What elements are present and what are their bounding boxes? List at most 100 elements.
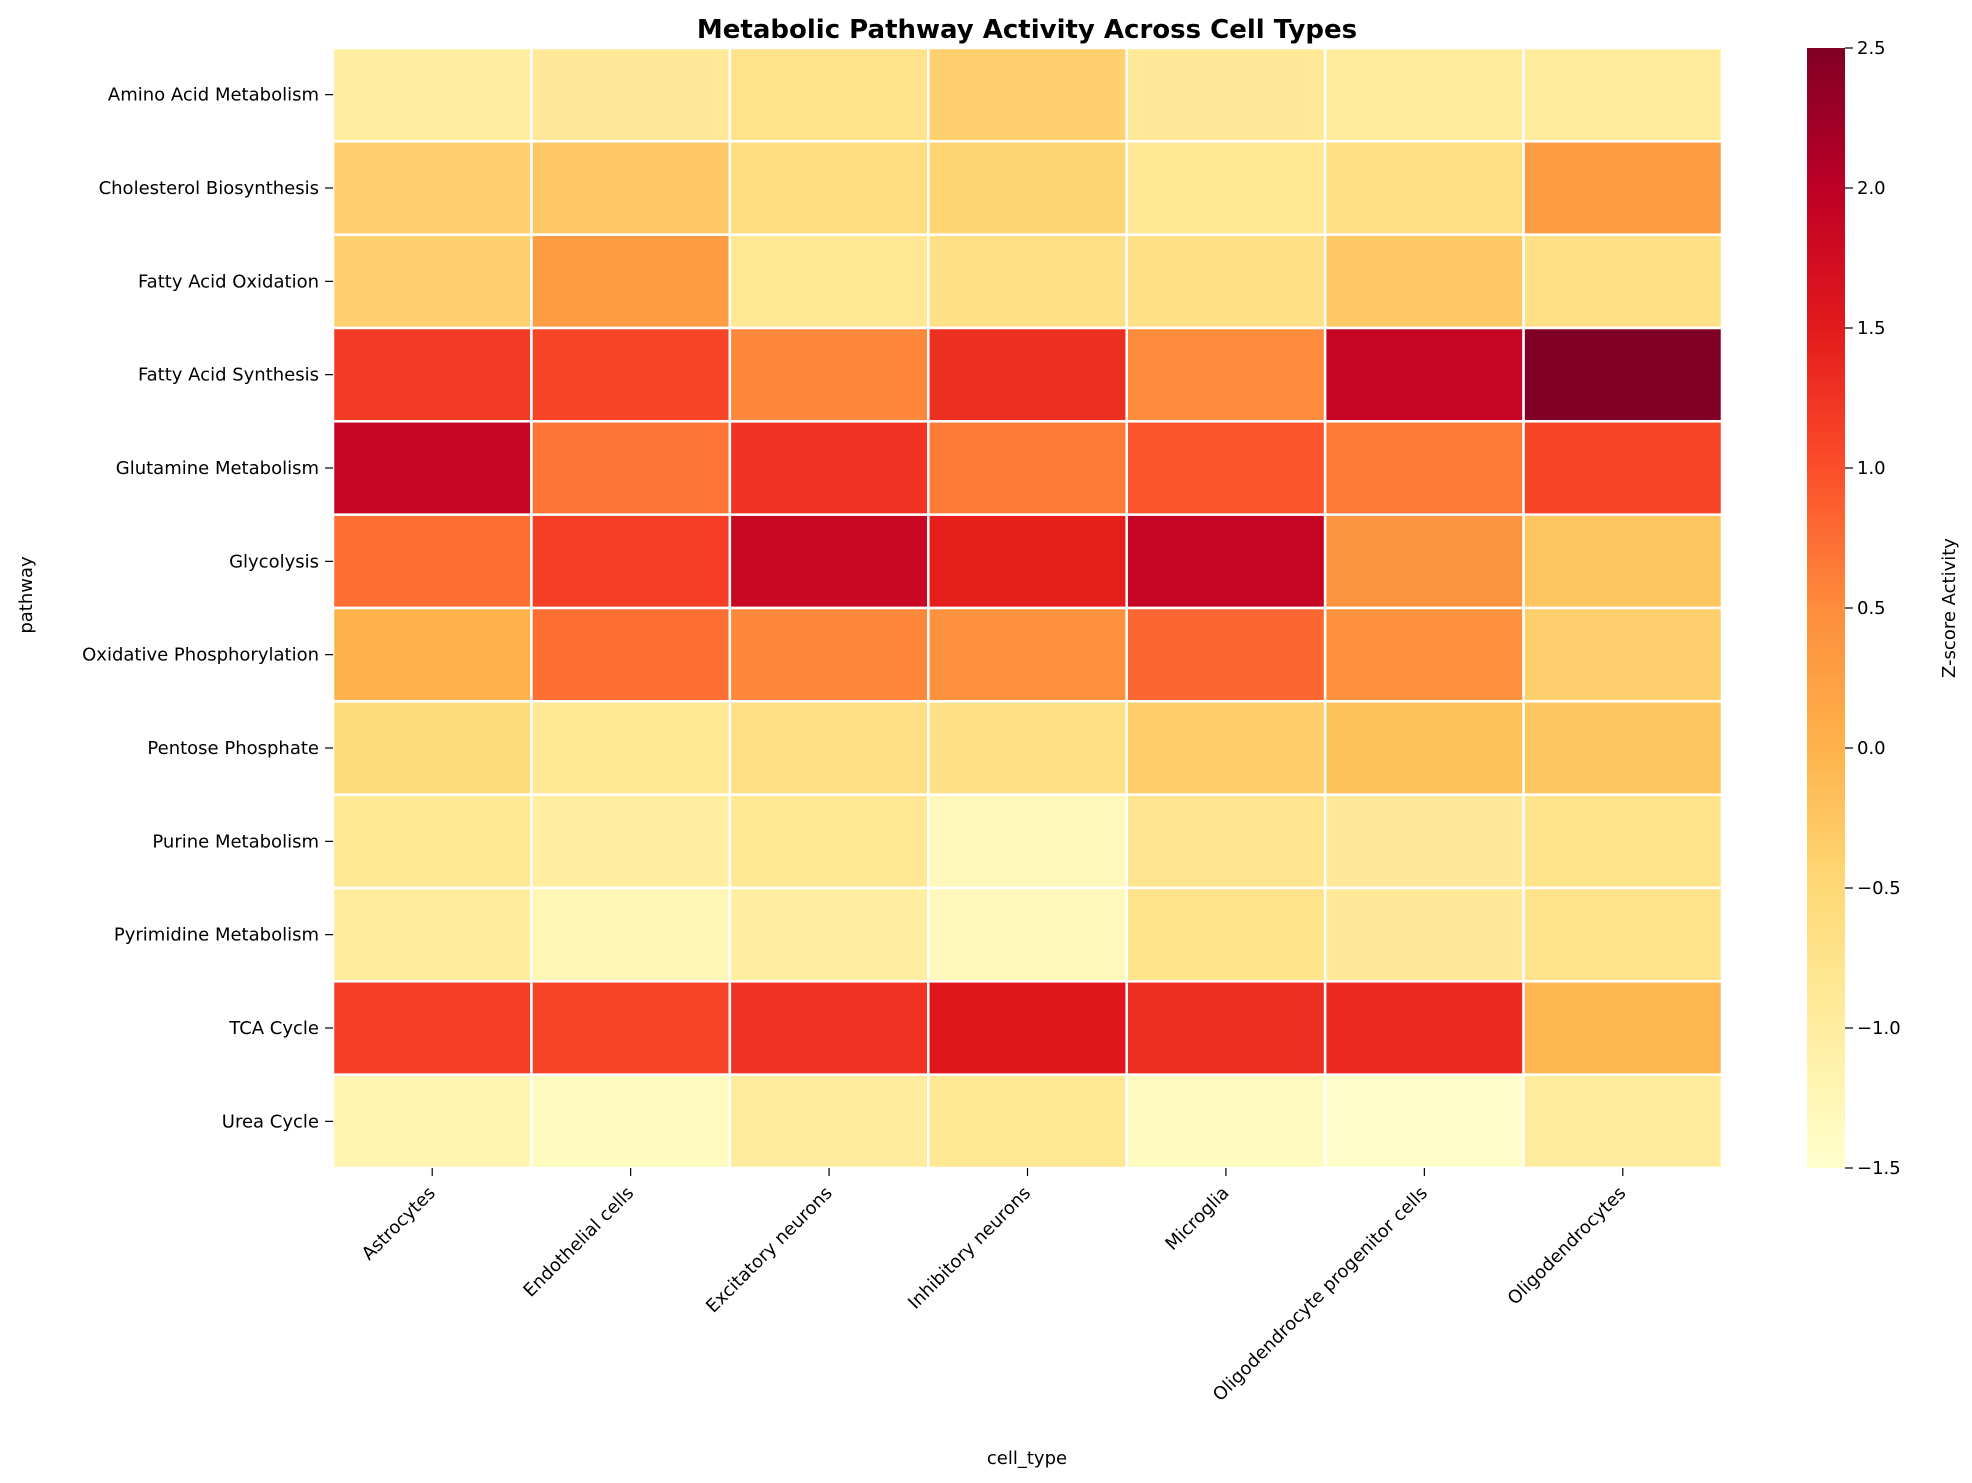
y-tick-labels: Amino Acid Metabolism Cholesterol Biosynt… — [82, 85, 333, 1132]
heatmap-cell — [1125, 606, 1327, 703]
heatmap-cell — [1522, 326, 1724, 423]
heatmap-cell — [530, 793, 732, 890]
heatmap-cell — [728, 980, 930, 1076]
heatmap-cell — [1125, 140, 1327, 236]
y-tick-label: Glycolysis — [229, 551, 319, 572]
heatmap-cell — [728, 513, 930, 610]
x-tick-label: Oligodendrocytes — [1504, 1183, 1631, 1310]
x-tick-label: Excitatory neurons — [702, 1183, 837, 1318]
heatmap-cell — [1522, 606, 1724, 703]
heatmap-cell — [927, 793, 1128, 890]
heatmap-cell — [728, 140, 930, 236]
heatmap-cell — [331, 886, 533, 983]
chart-title: Metabolic Pathway Activity Across Cell T… — [697, 15, 1357, 45]
heatmap-cell — [728, 886, 930, 983]
heatmap-cell — [530, 700, 732, 796]
x-tick-label: Microglia — [1161, 1183, 1233, 1255]
heatmap-cell — [530, 513, 732, 610]
heatmap-cell — [331, 326, 533, 423]
heatmap-cell — [530, 980, 732, 1076]
heatmap-cell — [331, 140, 533, 236]
y-axis-label: pathway — [16, 556, 37, 634]
heatmap-cell — [728, 326, 930, 423]
heatmap-cell — [728, 420, 930, 516]
heatmap-cell — [331, 980, 533, 1076]
x-tick-label: Oligodendrocyte progenitor cells — [1209, 1183, 1432, 1406]
heatmap-cell — [331, 46, 533, 143]
colorbar-ticks: −1.5 −1.0 −0.5 0.0 0.5 1.0 1.5 2.0 2.5 — [1845, 38, 1901, 1179]
heatmap-cell — [530, 140, 732, 236]
y-tick-label: Fatty Acid Oxidation — [138, 271, 319, 292]
heatmap-cell — [927, 46, 1128, 143]
colorbar-tick-label: 1.5 — [1857, 318, 1886, 339]
heatmap-cell — [927, 326, 1128, 423]
heatmap-cell — [927, 886, 1128, 983]
heatmap-cell — [1323, 700, 1525, 796]
heatmap-cell — [1522, 1073, 1724, 1170]
heatmap-cell — [331, 700, 533, 796]
heatmap-cell — [1125, 46, 1327, 143]
heatmap-cell — [1522, 140, 1724, 236]
heatmap-cell — [927, 140, 1128, 236]
heatmap-cell — [1323, 980, 1525, 1076]
y-tick-label: Urea Cycle — [222, 1111, 319, 1132]
heatmap-cell — [1522, 46, 1724, 143]
y-tick-label: TCA Cycle — [228, 1018, 319, 1039]
heatmap-cell — [1522, 233, 1724, 330]
y-tick-label: Purine Metabolism — [152, 831, 319, 852]
y-tick-label: Amino Acid Metabolism — [108, 85, 319, 106]
heatmap-cell — [1125, 793, 1327, 890]
heatmap-cell — [1522, 700, 1724, 796]
heatmap-cell — [1125, 420, 1327, 516]
heatmap-cell — [1125, 980, 1327, 1076]
colorbar-tick-label: 2.0 — [1857, 178, 1886, 199]
heatmap-cell — [1125, 233, 1327, 330]
y-tick-label: Glutamine Metabolism — [116, 458, 319, 479]
y-tick-label: Oxidative Phosphorylation — [82, 645, 319, 666]
colorbar-tick-label: −0.5 — [1857, 878, 1901, 899]
heatmap-cell — [1125, 700, 1327, 796]
heatmap-cell — [331, 1073, 533, 1170]
heatmap-cell — [1125, 513, 1327, 610]
heatmap-cell — [927, 1073, 1128, 1170]
colorbar-tick-label: 0.0 — [1857, 738, 1886, 759]
x-axis-label: cell_type — [987, 1448, 1067, 1469]
heatmap-cell — [331, 793, 533, 890]
heatmap-cell — [331, 233, 533, 330]
heatmap-cell — [530, 420, 732, 516]
heatmap-cell — [728, 700, 930, 796]
heatmap-cell — [927, 233, 1128, 330]
colorbar-tick-label: −1.0 — [1857, 1018, 1901, 1039]
y-tick-label: Pyrimidine Metabolism — [114, 925, 319, 946]
heatmap-cell — [1125, 326, 1327, 423]
heatmap-cell — [530, 606, 732, 703]
y-tick-label: Fatty Acid Synthesis — [138, 365, 319, 386]
heatmap-cell — [728, 606, 930, 703]
colorbar-tick-label: 0.5 — [1857, 598, 1886, 619]
y-tick-label: Cholesterol Biosynthesis — [99, 178, 319, 199]
heatmap-cell — [331, 513, 533, 610]
heatmap-cell — [927, 700, 1128, 796]
x-tick-label: Inhibitory neurons — [904, 1183, 1035, 1314]
heatmap-cell — [927, 980, 1128, 1076]
colorbar-tick-label: 2.5 — [1857, 38, 1886, 59]
heatmap-cell — [1323, 793, 1525, 890]
x-tick-label: Endothelial cells — [519, 1183, 638, 1302]
heatmap-cell — [1323, 606, 1525, 703]
heatmap-cell — [1323, 46, 1525, 143]
heatmap-cell — [728, 793, 930, 890]
heatmap-cell — [1323, 1073, 1525, 1170]
heatmap-cell — [1522, 793, 1724, 890]
heatmap-cell — [1125, 886, 1327, 983]
heatmap-cell — [1323, 886, 1525, 983]
heatmap-cell — [728, 46, 930, 143]
heatmap-cell — [1323, 420, 1525, 516]
heatmap-cell — [530, 1073, 732, 1170]
heatmap-cell — [728, 233, 930, 330]
heatmap-cell — [331, 420, 533, 516]
heatmap-cell — [1522, 980, 1724, 1076]
heatmap-cell — [1522, 420, 1724, 516]
colorbar — [1807, 48, 1845, 1168]
heatmap-cell — [1323, 233, 1525, 330]
